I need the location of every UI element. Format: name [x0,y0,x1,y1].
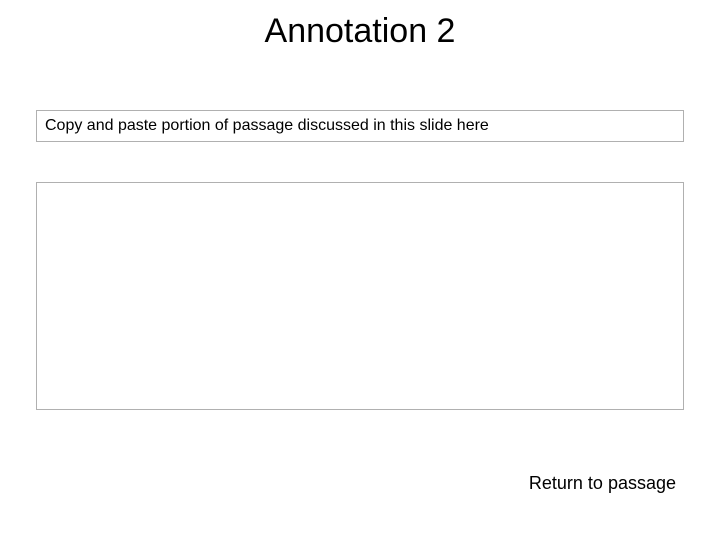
passage-excerpt-box[interactable]: Copy and paste portion of passage discus… [36,110,684,142]
slide-title: Annotation 2 [0,12,720,51]
annotation-text-box[interactable] [36,182,684,410]
return-to-passage-link[interactable]: Return to passage [529,473,676,494]
